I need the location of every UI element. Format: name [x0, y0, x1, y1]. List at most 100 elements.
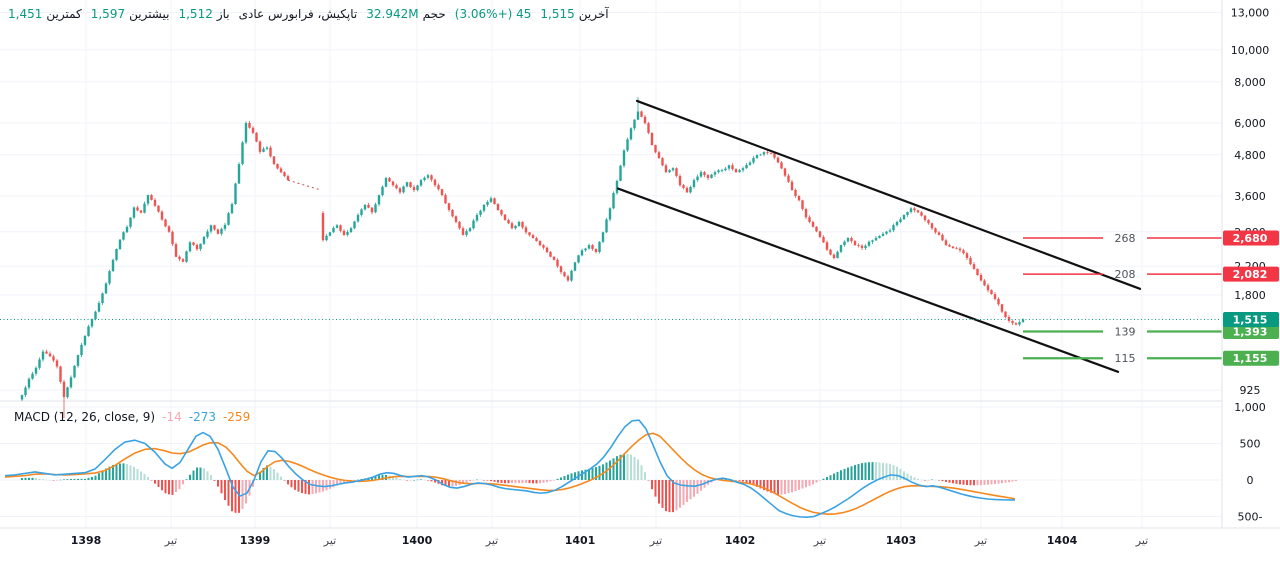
macd-histogram-bar — [574, 472, 576, 480]
macd-histogram-bar — [833, 473, 835, 480]
candle — [633, 119, 636, 129]
macd-histogram-bar — [143, 473, 146, 480]
candle — [363, 204, 367, 210]
macd-histogram-bar — [311, 480, 314, 495]
candle — [972, 264, 976, 269]
candle — [587, 245, 591, 249]
candle — [790, 181, 794, 191]
candle — [661, 158, 664, 166]
candle — [514, 225, 517, 229]
candle — [738, 170, 741, 173]
candle — [150, 195, 153, 200]
trend-line[interactable] — [635, 99, 1142, 290]
symbol-quote-legend: آخرین 1,515 45 (+3.06%) حجم 32.942M تاپکیش، ف… — [8, 7, 609, 21]
macd-tick-label: 1,000 — [1234, 401, 1266, 414]
candle — [213, 225, 216, 230]
macd-histogram-bar — [52, 480, 55, 481]
macd-histogram-bar — [455, 480, 457, 486]
macd-histogram-bar — [434, 480, 436, 483]
macd-histogram-bar — [952, 480, 954, 484]
macd-histogram-bar — [164, 480, 167, 494]
macd-histogram-bar — [906, 473, 909, 480]
candle — [622, 150, 626, 166]
candle — [276, 164, 279, 169]
candle — [440, 189, 444, 196]
macd-histogram-bar — [913, 477, 916, 480]
macd-histogram-bar — [465, 480, 468, 483]
time-axis-strip[interactable] — [0, 528, 1280, 561]
macd-histogram-bar — [196, 467, 198, 480]
candle — [797, 195, 801, 201]
candle — [31, 373, 34, 379]
trend-line[interactable] — [616, 187, 1120, 373]
macd-histogram-bar — [654, 480, 657, 497]
candle — [678, 176, 682, 186]
macd-histogram-bar — [98, 473, 100, 480]
candle — [395, 185, 398, 189]
macd-tick-label: 500 — [1240, 438, 1261, 451]
macd-histogram-bar — [805, 480, 807, 488]
candle — [657, 152, 661, 159]
candle — [773, 153, 776, 158]
candle — [601, 232, 605, 242]
candle — [892, 225, 895, 231]
macd-histogram-bar — [672, 480, 674, 513]
macd-histogram-bar — [28, 477, 30, 480]
macd-tick-label: 500- — [1238, 511, 1263, 524]
macd-histogram-bar — [336, 480, 338, 486]
candle — [192, 242, 195, 245]
macd-histogram-bar — [756, 480, 758, 487]
macd-histogram-bar — [287, 480, 289, 485]
macd-histogram-bar — [280, 476, 282, 480]
candle — [510, 223, 514, 229]
macd-histogram-bar — [276, 472, 279, 480]
macd-histogram-bar — [525, 480, 527, 483]
candle — [605, 219, 608, 233]
candle — [934, 228, 937, 233]
candle — [339, 225, 342, 231]
candle — [111, 259, 115, 272]
macd-histogram-bar — [245, 480, 247, 504]
candle — [157, 205, 160, 212]
candle — [34, 367, 38, 374]
macd-histogram-bar — [308, 480, 310, 495]
candle — [279, 168, 283, 173]
candle — [976, 268, 979, 275]
macd-histogram-bar — [1001, 480, 1003, 484]
macd-histogram-bar — [847, 467, 849, 480]
macd-histogram-bar — [374, 476, 377, 480]
candle — [255, 132, 258, 142]
macd-histogram-bar — [693, 480, 695, 497]
candle — [178, 256, 181, 260]
candle — [615, 180, 619, 194]
candle — [521, 221, 524, 228]
price-tick-label: 6,000 — [1234, 117, 1266, 130]
macd-histogram-bar — [168, 480, 170, 495]
candle — [482, 204, 486, 211]
macd-histogram-bar — [826, 476, 828, 480]
macd-histogram-bar — [353, 480, 356, 481]
quote-field: حجم 32.942M — [366, 7, 446, 21]
candle — [528, 232, 531, 236]
macd-histogram-bar — [500, 480, 503, 483]
candle — [216, 229, 220, 234]
candle — [755, 155, 759, 158]
macd-histogram-bar — [777, 480, 779, 495]
level-label: 208 — [1115, 268, 1136, 281]
macd-histogram-bar — [49, 480, 51, 481]
candle — [696, 176, 699, 181]
candle — [563, 272, 566, 277]
candle — [899, 219, 902, 222]
candle — [115, 248, 118, 260]
macd-histogram-bar — [882, 462, 884, 480]
macd-histogram-bar — [959, 480, 961, 485]
candle — [41, 351, 45, 360]
candle — [552, 256, 556, 260]
candle — [356, 214, 360, 222]
candle — [766, 152, 769, 154]
candle — [990, 290, 993, 295]
candle — [381, 186, 384, 196]
candle — [920, 212, 923, 216]
macd-histogram-bar — [864, 462, 867, 480]
